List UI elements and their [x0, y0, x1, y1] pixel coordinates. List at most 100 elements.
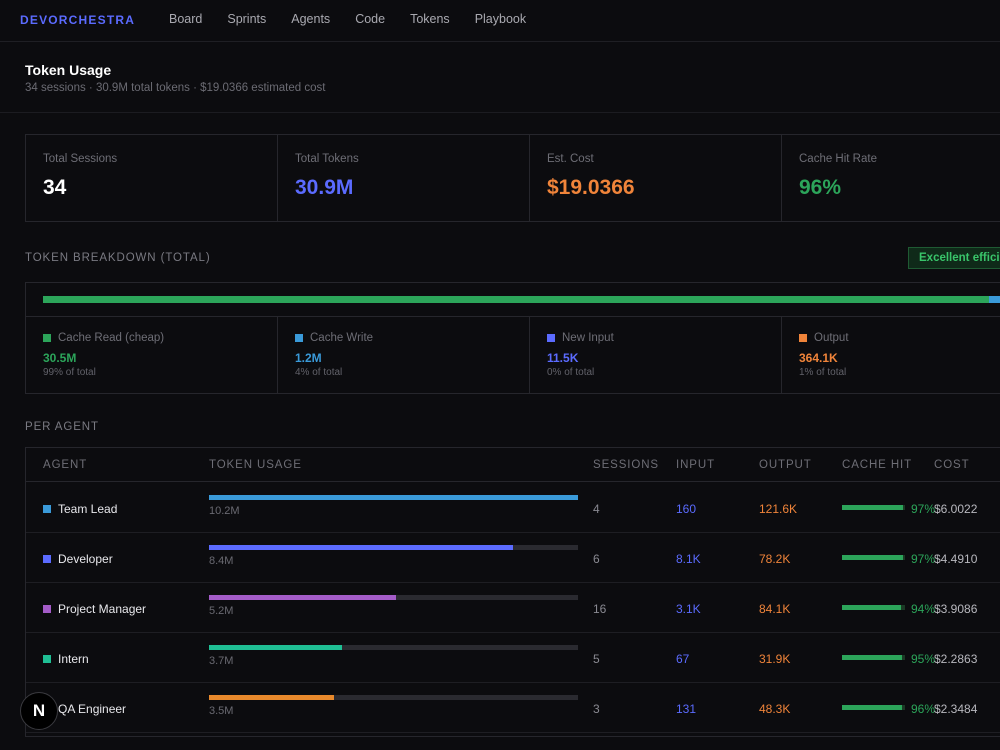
token-usage-fill [209, 545, 514, 550]
breakdown-value: 11.5K [547, 351, 579, 365]
nav-code[interactable]: Code [355, 12, 386, 26]
cache-hit-bar [842, 705, 905, 710]
legend-swatch [43, 334, 51, 342]
header-agent[interactable]: AGENT [43, 459, 88, 471]
agent-color-swatch [43, 605, 51, 613]
breakdown-percent: 0% of total [547, 367, 595, 378]
breakdown-section-label: TOKEN BREAKDOWN (TOTAL) [25, 252, 211, 264]
agent-name-cell: Intern [43, 652, 89, 666]
input-value: 3.1K [676, 602, 701, 616]
sessions-value: 16 [593, 602, 607, 616]
output-value: 78.2K [759, 552, 791, 566]
nav-sprints[interactable]: Sprints [227, 12, 267, 26]
output-value: 31.9K [759, 652, 791, 666]
header-input[interactable]: INPUT [676, 459, 715, 471]
token-usage-value: 3.7M [209, 655, 234, 667]
token-breakdown-panel: Cache Read (cheap) 30.5M 99% of total Ca… [25, 282, 1000, 394]
token-usage-bar [209, 645, 578, 650]
nav-agents[interactable]: Agents [291, 12, 331, 26]
agent-name: Developer [58, 552, 113, 566]
nav-tokens[interactable]: Tokens [410, 12, 450, 26]
nav-links: Board Sprints Agents Code Tokens Playboo… [169, 12, 551, 26]
breakdown-item-cache-write: Cache Write 1.2M 4% of total [278, 317, 530, 394]
brand-logo[interactable]: DEVORCHESTRA [20, 13, 136, 27]
breakdown-bar-segment [988, 296, 1000, 303]
agent-name: QA Engineer [58, 702, 127, 716]
cache-hit-fill [842, 505, 904, 510]
cache-hit-value: 94% [911, 602, 936, 616]
legend-swatch [295, 334, 303, 342]
agent-name-cell: Team Lead [43, 502, 117, 516]
input-value: 160 [676, 502, 697, 516]
sessions-value: 5 [593, 652, 600, 666]
table-row[interactable]: Project Manager 5.2M 16 3.1K 84.1K 94% $3.9086 [26, 583, 1000, 633]
stat-label: Est. Cost [547, 153, 594, 165]
table-row[interactable]: Developer 8.4M 6 8.1K 78.2K 97% $4.4910 [26, 533, 1000, 583]
stat-value: 30.9M [295, 176, 354, 199]
header-cache-hit[interactable]: CACHE HIT [842, 459, 913, 471]
table-header: AGENT TOKEN USAGE SESSIONS INPUT OUTPUT … [26, 448, 1000, 482]
breakdown-percent: 4% of total [295, 367, 343, 378]
breakdown-item-cache-read: Cache Read (cheap) 30.5M 99% of total [26, 317, 278, 394]
token-usage-bar [209, 495, 578, 500]
breakdown-items: Cache Read (cheap) 30.5M 99% of total Ca… [26, 317, 1000, 394]
nav-board[interactable]: Board [169, 12, 203, 26]
token-usage-bar [209, 595, 578, 600]
table-row[interactable]: Intern 3.7M 5 67 31.9K 95% $2.2863 [26, 633, 1000, 683]
sessions-value: 6 [593, 552, 600, 566]
cache-hit-bar [842, 605, 905, 610]
page-header: Token Usage 34 sessions · 30.9M total to… [25, 62, 325, 94]
sessions-value: 3 [593, 702, 600, 716]
stat-value: $19.0366 [547, 176, 635, 199]
page-subtitle: 34 sessions · 30.9M total tokens · $19.0… [25, 82, 326, 94]
table-row[interactable]: QA Engineer 3.5M 3 131 48.3K 96% $2.3484 [26, 683, 1000, 733]
cost-value: $2.2863 [934, 652, 978, 666]
stat-cards: Total Sessions 34 Total Tokens 30.9M Est… [25, 134, 1000, 222]
agent-name: Intern [58, 652, 89, 666]
cache-hit-fill [842, 605, 902, 610]
token-usage-value: 3.5M [209, 705, 234, 717]
nextjs-dev-badge[interactable]: N [20, 692, 58, 730]
breakdown-label: Cache Write [310, 332, 374, 344]
legend-swatch [799, 334, 807, 342]
header-sessions[interactable]: SESSIONS [593, 459, 659, 471]
output-value: 84.1K [759, 602, 791, 616]
token-usage-fill [209, 645, 343, 650]
agent-name: Team Lead [58, 502, 118, 516]
stat-value: 34 [43, 176, 67, 199]
breakdown-label: New Input [562, 332, 614, 344]
token-usage-bar [209, 695, 578, 700]
per-agent-section-label: PER AGENT [25, 421, 99, 433]
breakdown-value: 364.1K [799, 351, 838, 365]
stat-label: Total Tokens [295, 153, 359, 165]
per-agent-table: AGENT TOKEN USAGE SESSIONS INPUT OUTPUT … [25, 447, 1000, 737]
cost-value: $3.9086 [934, 602, 978, 616]
cache-hit-value: 95% [911, 652, 936, 666]
nav-playbook[interactable]: Playbook [474, 12, 527, 26]
breakdown-item-output: Output 364.1K 1% of total [782, 317, 1000, 394]
token-usage-bar [209, 545, 578, 550]
cost-value: $6.0022 [934, 502, 978, 516]
token-usage-fill [209, 495, 578, 500]
agent-name-cell: Project Manager [43, 602, 146, 616]
breakdown-stacked-bar [43, 296, 1000, 303]
header-cost[interactable]: COST [934, 459, 970, 471]
stat-card-cache-hit: Cache Hit Rate 96% [782, 135, 1000, 221]
input-value: 8.1K [676, 552, 701, 566]
agent-name: Project Manager [58, 602, 147, 616]
breakdown-label: Cache Read (cheap) [58, 332, 165, 344]
cost-value: $2.3484 [934, 702, 978, 716]
token-usage-fill [209, 695, 335, 700]
cache-hit-fill [842, 705, 903, 710]
breakdown-item-new-input: New Input 11.5K 0% of total [530, 317, 782, 394]
input-value: 131 [676, 702, 697, 716]
stat-label: Total Sessions [43, 153, 118, 165]
breakdown-value: 30.5M [43, 351, 77, 365]
stat-value: 96% [799, 176, 842, 199]
efficiency-badge: Excellent effici [908, 247, 1000, 269]
agent-color-swatch [43, 505, 51, 513]
table-row[interactable]: Team Lead 10.2M 4 160 121.6K 97% $6.0022 [26, 483, 1000, 533]
header-output[interactable]: OUTPUT [759, 459, 812, 471]
page-title: Token Usage [25, 62, 112, 78]
header-token-usage[interactable]: TOKEN USAGE [209, 459, 302, 471]
